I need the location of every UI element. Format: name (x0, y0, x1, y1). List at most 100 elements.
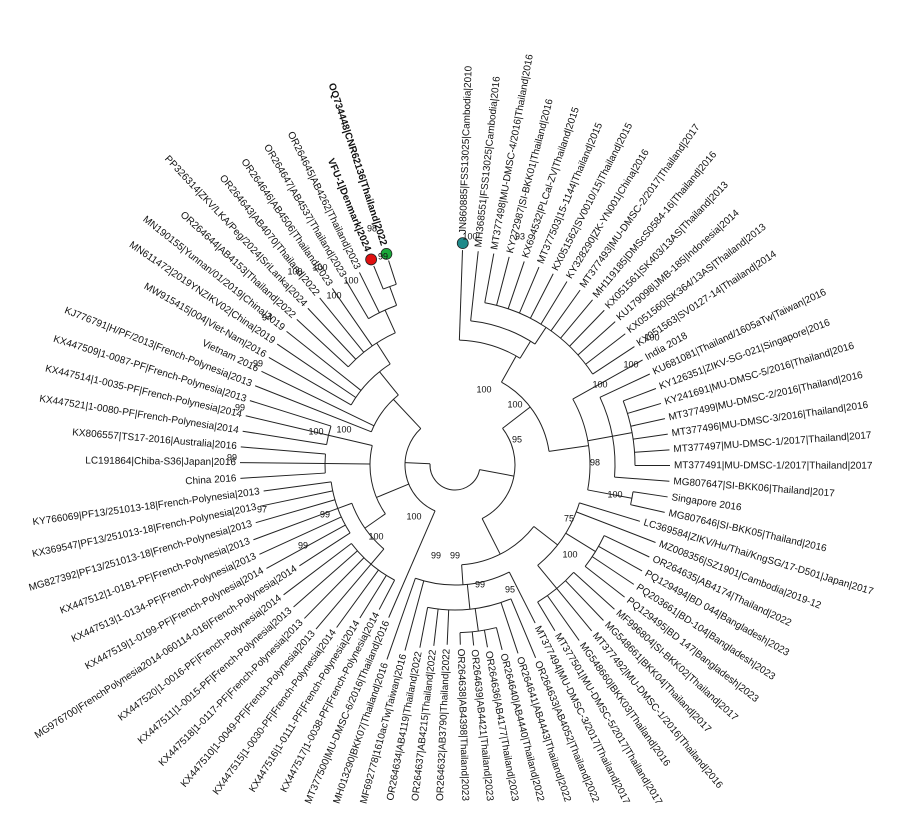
branch (384, 309, 396, 334)
branch (240, 472, 326, 479)
branch-arc (461, 526, 535, 566)
branch (510, 598, 537, 658)
leaf-label: KX447521|1-0080-PF|French-Polynesia|2014 (39, 394, 240, 437)
branch (500, 602, 519, 654)
branch (345, 279, 369, 319)
bootstrap-value: 75 (564, 513, 574, 523)
bootstrap-value: 100 (462, 231, 477, 241)
branch (587, 435, 613, 442)
bootstrap-value: 100 (592, 379, 607, 389)
branch-arc (501, 381, 550, 452)
branch-arc (584, 535, 605, 567)
branch (565, 532, 596, 552)
branch-arc (537, 502, 580, 566)
branch (261, 370, 375, 427)
branch-arc (383, 283, 397, 290)
branch (484, 253, 495, 303)
branch (376, 342, 391, 365)
branch (358, 272, 380, 313)
branch (627, 402, 662, 414)
branch (569, 309, 605, 347)
branch (496, 256, 510, 306)
branch-arc (429, 463, 481, 491)
bootstrap-value: 93 (515, 231, 525, 241)
branch-arc (351, 503, 385, 550)
leaf-marker (456, 237, 469, 250)
branch (630, 418, 666, 427)
branch-arc (470, 320, 536, 345)
branch (576, 511, 656, 543)
branch (495, 627, 503, 651)
branch-arc (572, 398, 591, 491)
branch (245, 415, 329, 436)
branch (293, 550, 358, 608)
branch-arc (484, 302, 594, 375)
bootstrap-value: 100 (607, 489, 622, 499)
branch (419, 607, 429, 648)
branch (376, 483, 409, 498)
branch (373, 265, 384, 290)
branch (304, 557, 365, 619)
branch (630, 504, 665, 513)
bootstrap-value: 99 (298, 540, 308, 550)
branch (529, 273, 554, 319)
branch (540, 281, 568, 325)
branch (533, 526, 558, 546)
branch (556, 588, 593, 632)
leaf-label: JN860885|FSS13025|Cambodia|2010 (458, 65, 475, 234)
leaf-label: China 2016 (185, 473, 237, 487)
bootstrap-value: 100 (336, 424, 351, 434)
branch (240, 462, 326, 465)
bootstrap-value: 94 (262, 312, 272, 322)
branch-arc (599, 397, 616, 478)
branch (548, 445, 589, 452)
branch (336, 569, 379, 628)
bootstrap-value: 97 (257, 504, 267, 514)
bootstrap-value: 100 (476, 384, 491, 394)
bootstrap-value: 98 (590, 457, 600, 467)
branch-arc (459, 627, 497, 634)
bootstrap-value: 99 (235, 402, 245, 412)
branch (388, 260, 397, 285)
branch (483, 630, 488, 648)
branch (260, 490, 333, 507)
leaf-marker (380, 247, 393, 260)
branch (466, 584, 471, 610)
branch (393, 399, 422, 429)
branch (502, 406, 531, 429)
branch (507, 261, 525, 309)
bootstrap-value: 99 (227, 452, 237, 462)
branch (547, 595, 580, 641)
branch (537, 601, 556, 631)
leaf-marker (365, 253, 378, 266)
branch (474, 608, 479, 632)
branch-arc (404, 428, 436, 512)
branch (471, 631, 475, 646)
branch-arc (427, 598, 512, 611)
bootstrap-value: 99 (450, 550, 460, 560)
branch (388, 510, 436, 618)
branch-arc (459, 339, 521, 359)
branch (325, 463, 371, 465)
branch (577, 321, 616, 356)
branch (573, 571, 615, 610)
bootstrap-value: 95 (505, 584, 515, 594)
branch (446, 609, 450, 645)
branch (386, 578, 416, 660)
branch (550, 289, 581, 332)
branch-arc (537, 571, 575, 603)
leaf-label: OR264638|AB4398|Thailand|2023 (455, 649, 471, 802)
branch (623, 388, 657, 402)
branch (584, 566, 625, 598)
branch (537, 565, 558, 589)
branch (560, 299, 593, 339)
bootstrap-value: 98 (367, 223, 377, 233)
branch (370, 548, 385, 565)
branch (359, 575, 387, 619)
branch (337, 502, 353, 509)
branch-arc (350, 543, 395, 581)
branch (534, 327, 547, 345)
branch (259, 516, 342, 555)
bootstrap-value: 100 (644, 332, 659, 342)
